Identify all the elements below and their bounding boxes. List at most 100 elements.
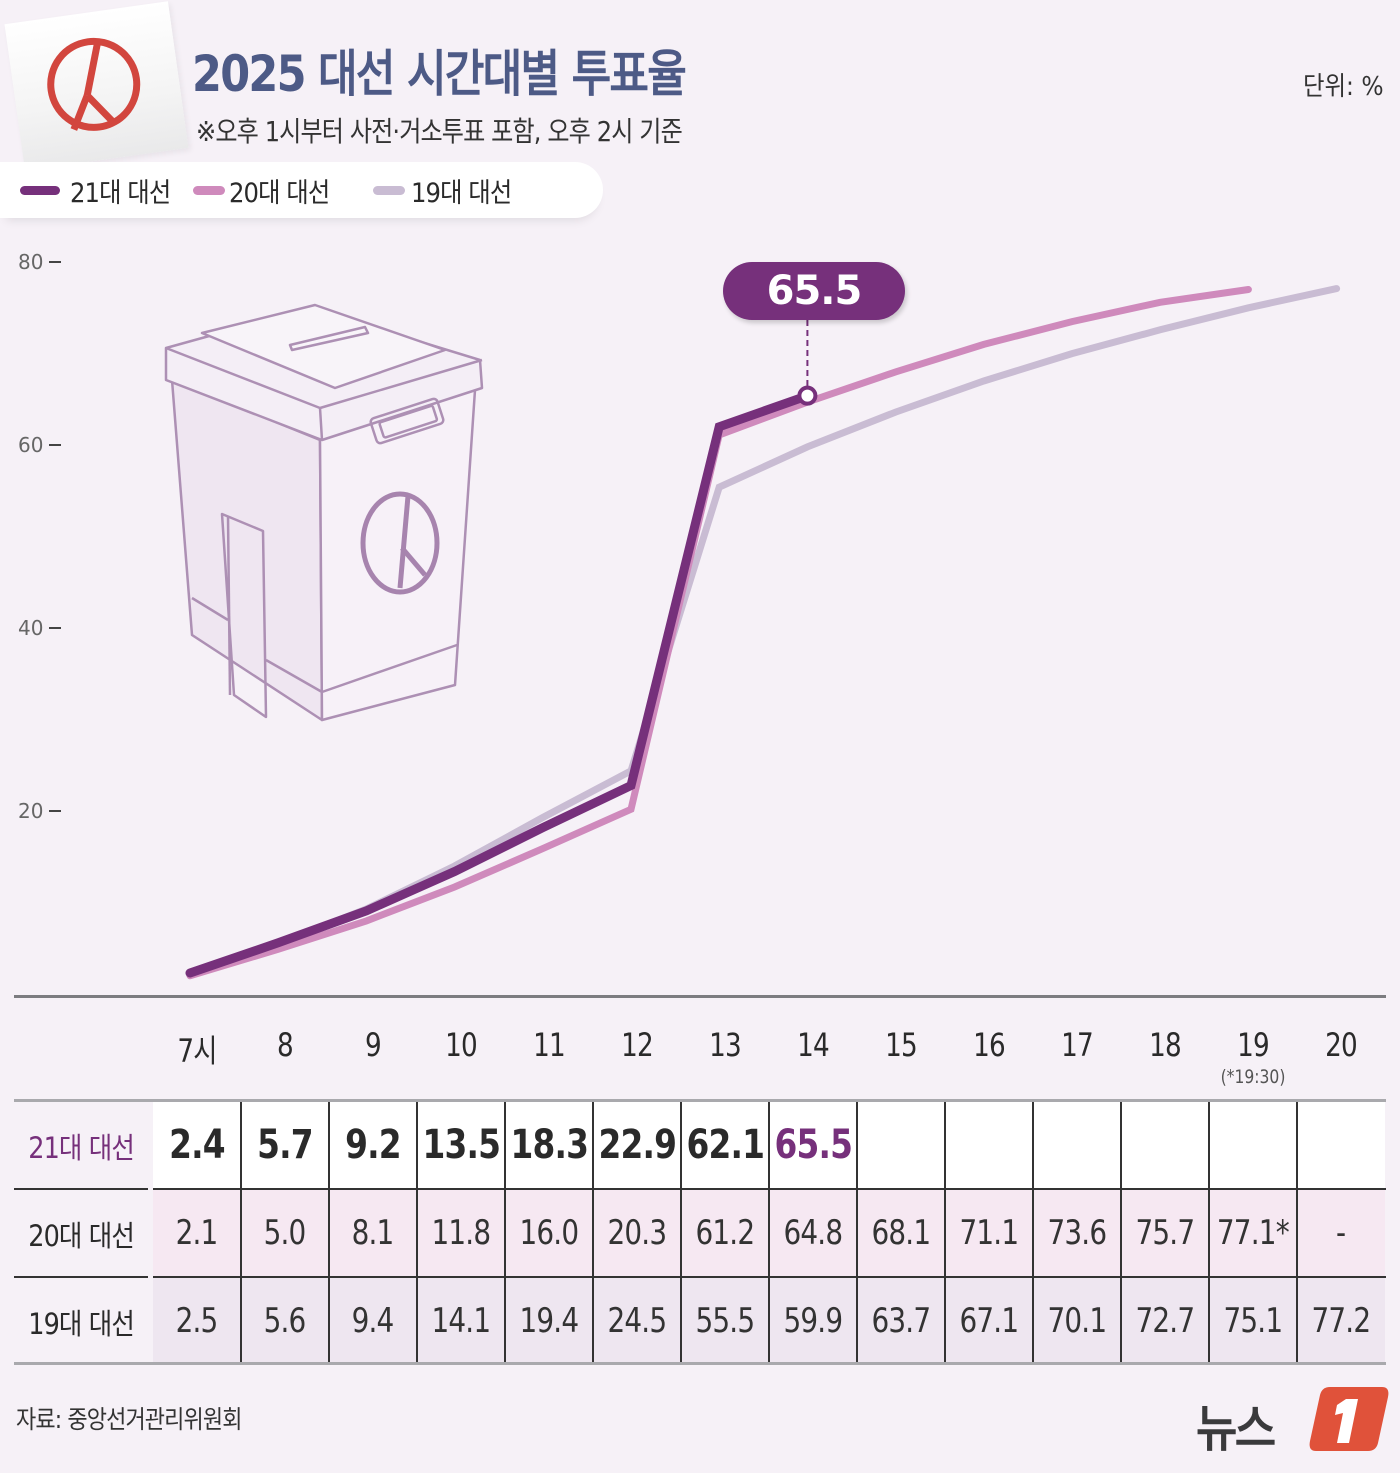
cell-value: 18.3 [510, 1122, 588, 1168]
legend-swatch-21 [20, 185, 60, 195]
cell-value: 24.5 [607, 1301, 668, 1341]
x-axis-line [14, 995, 1386, 998]
x-label: 11 [533, 1026, 566, 1064]
cell-value: 75.7 [1135, 1213, 1196, 1253]
cell-value: 13.5 [422, 1122, 500, 1168]
table-cell: 9.2 [329, 1102, 417, 1188]
cell-value: 73.6 [1047, 1213, 1108, 1253]
legend: 21대 대선 20대 대선 19대 대선 [0, 162, 603, 218]
y-tick-label: 20 [18, 799, 44, 823]
table-cell: 77.1* [1209, 1190, 1297, 1276]
vote-stamp-icon [47, 37, 141, 131]
table-cell: 2.4 [153, 1102, 241, 1188]
y-tick-label: 80 [18, 250, 44, 274]
x-label: 16 [973, 1026, 1006, 1064]
tick-mark [49, 627, 62, 629]
cell-value: - [1336, 1213, 1346, 1253]
column-divider [1208, 1102, 1210, 1364]
cell-value: 64.8 [783, 1213, 844, 1253]
cell-value: 8.1 [352, 1213, 395, 1253]
table-cell: 68.1 [857, 1190, 945, 1276]
table-cell: 16.0 [505, 1190, 593, 1276]
table-top-rule [14, 1099, 1386, 1102]
table-cell: 24.5 [593, 1278, 681, 1364]
column-divider [768, 1102, 770, 1364]
logo-text: 뉴스 [1196, 1400, 1276, 1458]
cell-value: 55.5 [695, 1301, 756, 1341]
cell-value: 5.6 [264, 1301, 307, 1341]
column-divider [680, 1102, 682, 1364]
cell-value: 5.7 [257, 1122, 313, 1168]
table-cell: 55.5 [681, 1278, 769, 1364]
cell-value: 61.2 [695, 1213, 756, 1253]
table-bottom-rule [14, 1362, 1386, 1365]
x-label: 19 [1237, 1026, 1270, 1064]
cell-value: 22.9 [598, 1122, 676, 1168]
table-cell: 2.1 [153, 1190, 241, 1276]
cell-value: 59.9 [783, 1301, 844, 1341]
table-cell [1209, 1102, 1297, 1188]
cell-value: 2.1 [176, 1213, 219, 1253]
x-label: 15 [885, 1026, 918, 1064]
tick-mark [49, 810, 62, 812]
logo-mark-icon [1309, 1387, 1389, 1451]
table-cell: 77.2 [1297, 1278, 1385, 1364]
cell-value: 65.5 [774, 1122, 852, 1168]
latest-value-callout: 65.5 [723, 262, 905, 320]
table-cell [1033, 1102, 1121, 1188]
table-cell: - [1297, 1190, 1385, 1276]
table-cell [1121, 1102, 1209, 1188]
source-credit: 자료: 중앙선거관리위원회 [16, 1405, 242, 1434]
column-divider [1296, 1102, 1298, 1364]
cell-value: 16.0 [519, 1213, 580, 1253]
table-cell: 13.5 [417, 1102, 505, 1188]
table-cell [1297, 1102, 1385, 1188]
table-cell: 11.8 [417, 1190, 505, 1276]
table-cell: 8.1 [329, 1190, 417, 1276]
cell-value: 63.7 [871, 1301, 932, 1341]
legend-item-20: 20대 대선 [193, 171, 340, 210]
table-cell: 70.1 [1033, 1278, 1121, 1364]
x-label: 8 [277, 1026, 294, 1064]
row-divider [153, 1188, 1386, 1190]
column-divider [1120, 1102, 1122, 1364]
x-label: 13 [709, 1026, 742, 1064]
x-label: 18 [1149, 1026, 1182, 1064]
legend-label: 21대 대선 [70, 177, 171, 209]
y-tick-label: 40 [18, 616, 44, 640]
table-cell: 67.1 [945, 1278, 1033, 1364]
column-divider [1032, 1102, 1034, 1364]
row-label-text: 21대 대선 [28, 1131, 135, 1165]
legend-item-21: 21대 대선 [20, 171, 181, 210]
cell-value: 70.1 [1047, 1301, 1108, 1341]
x-label: 14 [797, 1026, 830, 1064]
row-label-text: 20대 대선 [28, 1219, 135, 1253]
table-cell: 62.1 [681, 1102, 769, 1188]
row-label-text: 19대 대선 [28, 1307, 135, 1341]
cell-value: 68.1 [871, 1213, 932, 1253]
x-label: 9 [365, 1026, 382, 1064]
unit-label: 단위: % [1303, 72, 1384, 102]
chart-title: 2025 대선 시간대별 투표율 [192, 45, 687, 103]
cell-value: 19.4 [519, 1301, 580, 1341]
table-cell: 22.9 [593, 1102, 681, 1188]
column-divider [856, 1102, 858, 1364]
latest-point-marker [797, 320, 818, 406]
cell-value: 9.4 [352, 1301, 395, 1341]
table-cell: 63.7 [857, 1278, 945, 1364]
table-cell: 19.4 [505, 1278, 593, 1364]
cell-value: 2.4 [169, 1122, 225, 1168]
column-divider [592, 1102, 594, 1364]
table-cell: 18.3 [505, 1102, 593, 1188]
cell-value: 77.1* [1217, 1213, 1290, 1253]
column-divider [504, 1102, 506, 1364]
table-cell: 9.4 [329, 1278, 417, 1364]
cell-value: 75.1 [1223, 1301, 1284, 1341]
table-cell: 5.6 [241, 1278, 329, 1364]
y-tick-80: 80 [18, 250, 78, 274]
table-cell [857, 1102, 945, 1188]
cell-value: 62.1 [686, 1122, 764, 1168]
table-cell: 5.7 [241, 1102, 329, 1188]
y-tick-40: 40 [18, 616, 78, 640]
x-label: 7시 [177, 1032, 217, 1070]
